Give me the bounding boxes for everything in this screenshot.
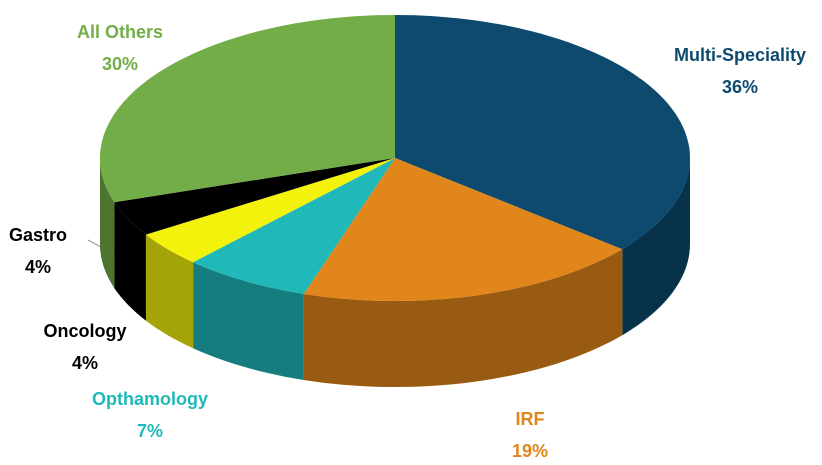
slice-side-shade [622,158,690,336]
slice-label: Multi-Speciality [674,45,806,65]
slice-side-shade [303,249,623,387]
slice [100,15,395,203]
slice [193,158,395,294]
slice-value-label: 19% [512,441,548,460]
slice-side-shade [114,202,146,321]
slice-side-shade [145,234,194,349]
slice-value-label: 7% [137,421,163,441]
slice-value-label: 36% [722,77,758,97]
slice-label: IRF [516,409,545,429]
slice-side [622,158,690,336]
slice-side-shade [193,262,304,380]
slice-side [100,158,115,289]
slice-label: Gastro [9,225,67,245]
slice-side [303,249,623,387]
slice [395,15,690,250]
slice-side [193,262,304,380]
slice-value-label: 30% [102,54,138,74]
slice-label: Opthamology [92,389,208,409]
slice [114,158,396,235]
slice-label: Oncology [43,321,126,341]
slice-label: All Others [77,22,163,42]
slice [303,158,623,301]
slice-value-label: 4% [72,353,98,373]
slice-side-shade [100,158,115,289]
slice-side [145,234,194,349]
slice [145,158,395,263]
slice-value-label: 4% [25,257,51,277]
slice-side [114,202,146,321]
